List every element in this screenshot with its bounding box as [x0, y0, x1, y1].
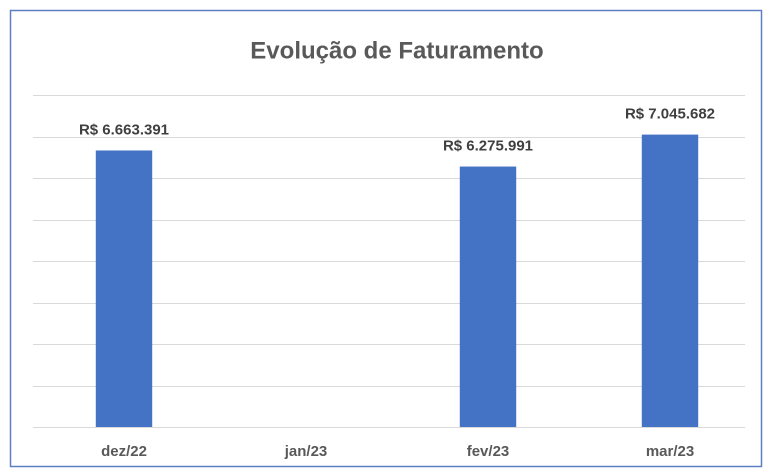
bar — [95, 150, 153, 427]
x-tick-label: dez/22 — [101, 443, 147, 460]
data-label: R$ 6.275.991 — [443, 138, 533, 155]
x-tick-label: mar/23 — [646, 443, 694, 460]
bar — [641, 134, 699, 428]
chart-title: Evolução de Faturamento — [250, 37, 543, 64]
data-label: R$ 7.045.682 — [625, 106, 715, 123]
bar — [459, 166, 517, 427]
data-label: R$ 6.663.391 — [79, 121, 169, 138]
x-tick-label: jan/23 — [284, 443, 328, 460]
x-tick-label: fev/23 — [467, 443, 510, 460]
